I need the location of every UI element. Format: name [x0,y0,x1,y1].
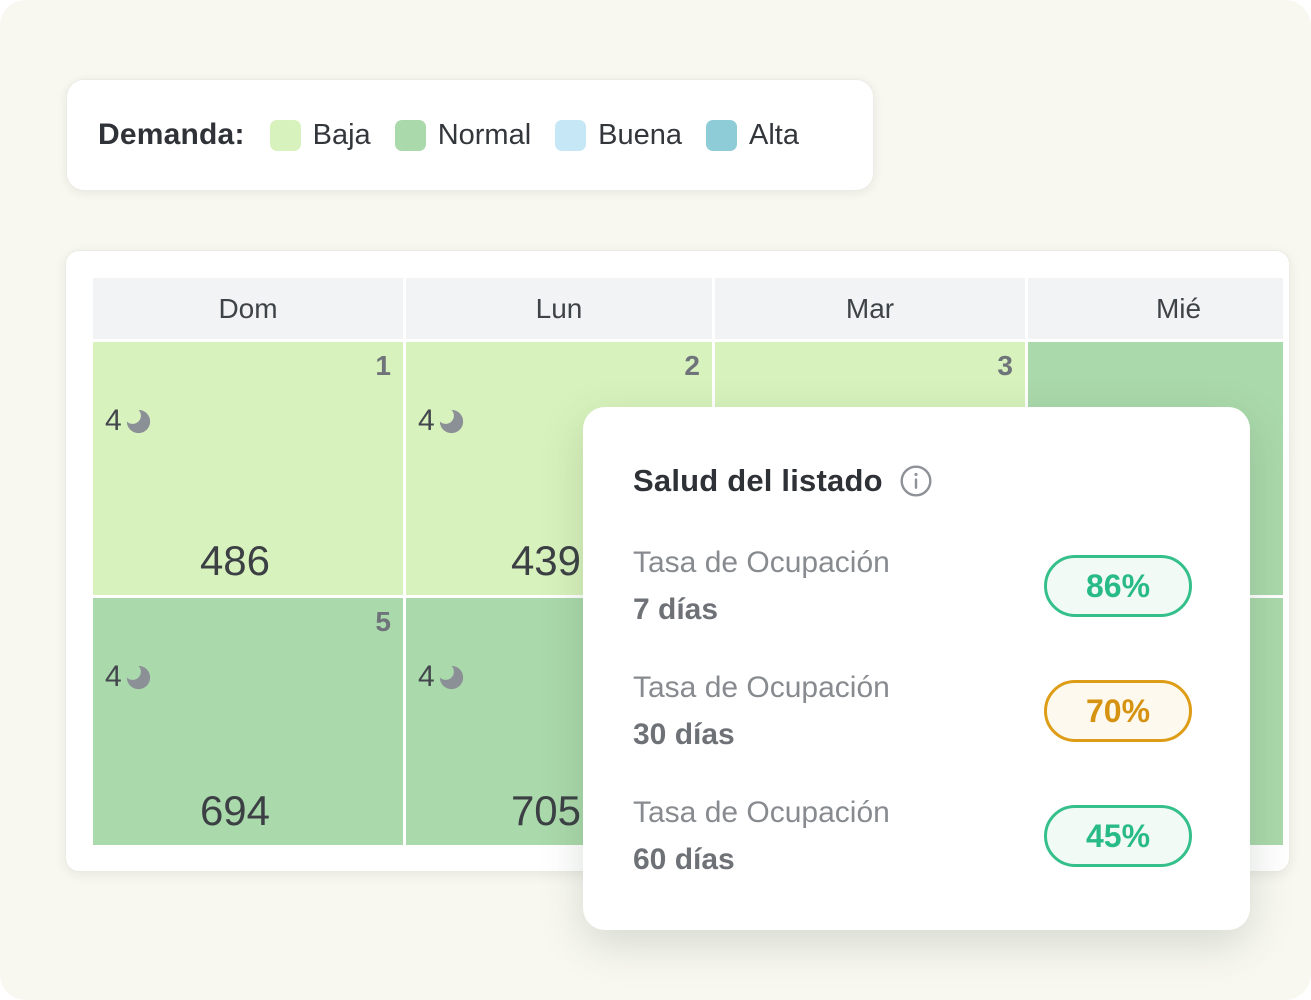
health-title-row: Salud del listado [633,463,1192,499]
occupancy-badge-60d: 45% [1044,805,1192,867]
nightly-price: 705 [510,787,582,834]
alta-color-swatch [706,119,738,151]
normal-color-swatch [394,119,426,151]
day-header-dom: Dom [93,278,403,339]
metric-label: Tasa de Ocupación 7 días [633,539,890,633]
nightly-price: 694 [199,787,271,834]
min-nights: 4 [105,404,154,438]
legend-item-normal: Normal [394,118,532,152]
metric-period: 60 días [633,843,735,876]
legend-item-alta: Alta [706,119,799,152]
day-number: 3 [997,350,1013,381]
calendar-day-cell[interactable]: 5 4 694 [93,598,403,845]
min-nights: 4 [418,660,467,694]
calendar-day-cell[interactable]: 1 4 486 [93,342,403,595]
min-nights-value: 4 [105,660,122,693]
moon-icon [126,665,150,689]
day-header-lun: Lun [406,278,712,339]
baja-color-swatch [269,119,301,151]
legend-item-buena: Buena [555,119,682,152]
day-header-mie: Mié [1028,278,1283,339]
metric-period: 7 días [633,593,719,626]
legend-title: Demanda: [98,118,245,151]
legend-label-baja: Baja [312,118,371,151]
health-title: Salud del listado [633,463,883,498]
min-nights-value: 4 [418,404,435,437]
min-nights: 4 [418,404,467,438]
moon-icon [439,665,463,689]
metric-title: Tasa de Ocupación [633,796,890,829]
occupancy-metric-7d: Tasa de Ocupación 7 días 86% [633,539,1192,633]
moon-icon [439,409,463,433]
day-number: 1 [375,350,391,381]
occupancy-badge-30d: 70% [1044,680,1192,742]
moon-icon [126,409,150,433]
metric-label: Tasa de Ocupación 60 días [633,789,890,883]
nightly-price: 439 [510,537,582,584]
occupancy-metric-30d: Tasa de Ocupación 30 días 70% [633,664,1192,758]
buena-color-swatch [555,119,587,151]
min-nights-value: 4 [105,404,122,437]
day-number: 2 [684,350,700,381]
demand-legend-card: Demanda: Baja Normal Buena Alta [66,79,874,191]
legend-label-buena: Buena [598,118,683,151]
min-nights-value: 4 [418,660,435,693]
occupancy-badge-7d: 86% [1044,555,1192,617]
day-number: 5 [375,606,391,637]
metric-title: Tasa de Ocupación [633,671,890,704]
metric-label: Tasa de Ocupación 30 días [633,664,890,758]
day-header-mar: Mar [715,278,1025,339]
min-nights: 4 [105,660,154,694]
listing-health-card: Salud del listado Tasa de Ocupación 7 dí… [583,407,1250,930]
metric-period: 30 días [633,718,735,751]
info-icon[interactable] [899,464,933,498]
legend-item-baja: Baja [269,118,371,152]
occupancy-metric-60d: Tasa de Ocupación 60 días 45% [633,789,1192,883]
legend-label-alta: Alta [749,118,799,151]
metric-title: Tasa de Ocupación [633,546,890,579]
nightly-price: 486 [199,537,271,584]
legend-label-normal: Normal [437,118,532,151]
